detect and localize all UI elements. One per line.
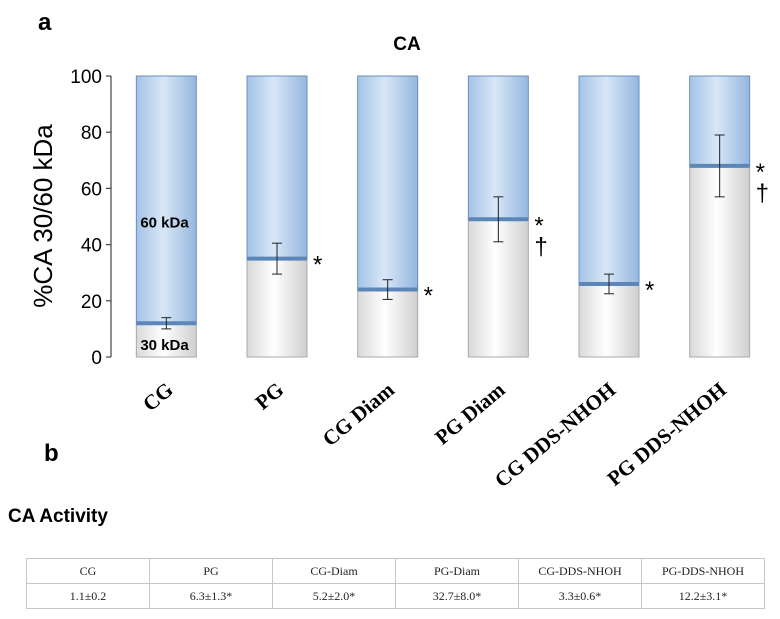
category-label: PG Diam	[430, 377, 510, 449]
activity-value-cell: 3.3±0.6*	[518, 583, 642, 609]
series-label-30kda: 30 kDa	[140, 337, 189, 354]
y-tick-label: 40	[81, 236, 102, 257]
activity-value-cell: 1.1±0.2	[26, 583, 150, 609]
significance-marker: *	[756, 159, 765, 186]
significance-marker: *	[534, 212, 543, 239]
category-label: CG	[138, 377, 178, 416]
y-axis-label: %CA 30/60 kDa	[28, 124, 58, 308]
activity-value-row: 1.1±0.2 6.3±1.3* 5.2±2.0* 32.7±8.0* 3.3±…	[26, 583, 765, 609]
y-tick-label: 20	[81, 292, 102, 313]
bar-segment-30kda	[246, 258, 308, 358]
activity-header-cell: PG-Diam	[395, 558, 519, 584]
category-label: CG Diam	[318, 377, 399, 451]
significance-marker: *	[645, 277, 654, 304]
y-tick-label: 80	[81, 123, 102, 144]
bar-segment-30kda	[357, 289, 419, 358]
activity-header-cell: PG-DDS-NHOH	[641, 558, 765, 584]
bar-segment-60kda	[578, 75, 640, 285]
activity-header-cell: CG-DDS-NHOH	[518, 558, 642, 584]
activity-value-cell: 32.7±8.0*	[395, 583, 519, 609]
significance-marker: †	[756, 180, 769, 207]
activity-value-cell: 5.2±2.0*	[272, 583, 396, 609]
activity-value-cell: 6.3±1.3*	[149, 583, 273, 609]
y-tick-label: 100	[70, 67, 102, 88]
y-tick-label: 0	[91, 348, 102, 369]
series-label-60kda: 60 kDa	[140, 215, 189, 232]
bar-segment-60kda	[357, 75, 419, 291]
bar-segment-60kda	[135, 75, 197, 324]
significance-marker: †	[534, 233, 547, 260]
category-label: CG DDS-NHOH	[490, 377, 620, 492]
activity-value-cell: 12.2±3.1*	[641, 583, 765, 609]
stacked-bar-chart: a b CA %CA 30/60 kDa 0 20 40 60 80 100 CG PG * C…	[28, 9, 769, 492]
chart-title: CA	[393, 34, 421, 55]
significance-marker: *	[313, 252, 322, 279]
bar-segment-30kda	[689, 165, 751, 358]
bar-segment-60kda	[246, 75, 308, 260]
y-tick-label: 60	[81, 179, 102, 200]
bar-segment-30kda	[578, 283, 640, 358]
activity-table: CG PG CG-Diam PG-Diam CG-DDS-NHOH PG-DDS…	[26, 558, 765, 609]
activity-header-cell: PG	[149, 558, 273, 584]
activity-header-row: CG PG CG-Diam PG-Diam CG-DDS-NHOH PG-DDS…	[26, 558, 765, 584]
bar-segment-60kda	[467, 75, 529, 220]
category-label: PG	[250, 377, 288, 414]
activity-header-cell: CG-Diam	[272, 558, 396, 584]
activity-title: CA Activity	[8, 506, 108, 527]
significance-marker: *	[424, 283, 433, 310]
panel-a-label: a	[38, 9, 52, 36]
panel-b-label: b	[44, 440, 59, 467]
category-label: PG DDS-NHOH	[602, 377, 730, 490]
activity-header-cell: CG	[26, 558, 150, 584]
